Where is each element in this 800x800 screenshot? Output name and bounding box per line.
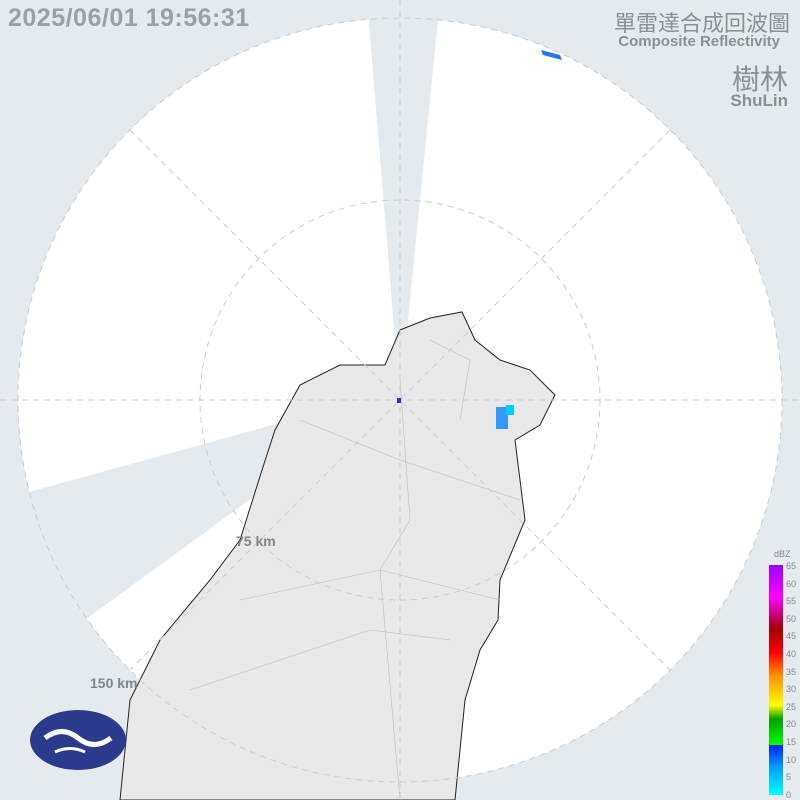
- legend-tick: 45: [786, 631, 797, 642]
- legend-tick: 55: [786, 596, 797, 607]
- legend-tick: 50: [786, 613, 797, 624]
- title-en: Composite Reflectivity: [618, 33, 780, 50]
- echoes: [397, 50, 562, 429]
- blocked-sector-north: [367, 0, 440, 400]
- range-label-150: 150 km: [90, 675, 138, 691]
- echo-northeast-coast-core: [506, 405, 514, 415]
- county-boundaries: [189, 339, 521, 800]
- legend-tick: 20: [786, 719, 797, 730]
- echo-offshore-north: [541, 50, 562, 60]
- legend-tick: 15: [786, 737, 797, 747]
- station-zh: 樹林: [731, 64, 788, 95]
- legend-tick: 65: [786, 561, 797, 571]
- legend-tick: 10: [786, 754, 797, 765]
- taiwan-land: [119, 311, 556, 800]
- legend-tick: 30: [786, 684, 797, 695]
- cwa-logo-icon: [30, 710, 126, 770]
- legend-tick: 35: [786, 666, 797, 677]
- echo-near-radar: [397, 398, 401, 403]
- legend-color-bar: [769, 565, 783, 795]
- timestamp: 2025/06/01 19:56:31: [8, 4, 250, 32]
- range-label-75: 75 km: [236, 533, 276, 549]
- legend-tick: 60: [786, 578, 797, 589]
- legend-tick: 25: [786, 701, 797, 712]
- legend-tick: 5: [786, 772, 792, 783]
- title-zh: 單雷達合成回波圖: [613, 11, 790, 36]
- station-en: ShuLin: [730, 91, 788, 110]
- legend-unit: dBZ: [774, 549, 791, 559]
- legend-tick: 0: [786, 789, 792, 800]
- echo-northeast-coast: [496, 407, 508, 429]
- legend-tick: 40: [786, 649, 797, 659]
